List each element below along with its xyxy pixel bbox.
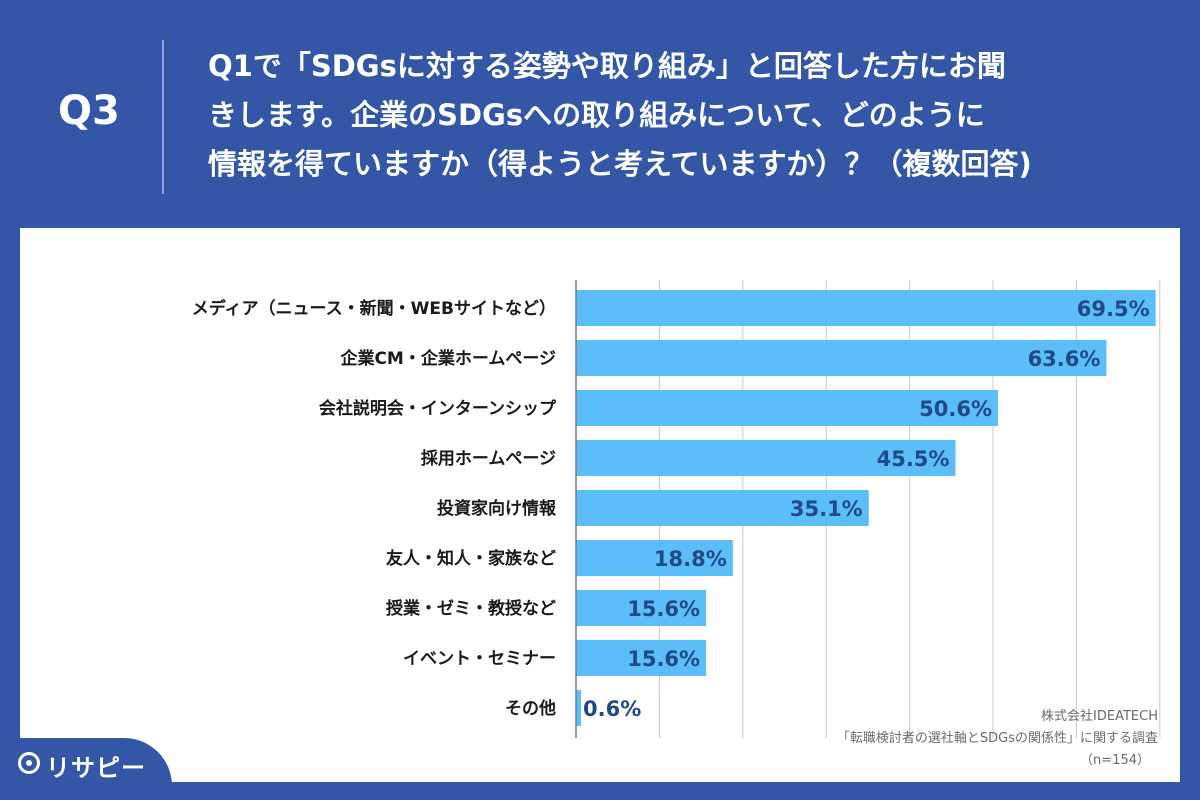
value-label: 63.6% (1028, 347, 1101, 371)
value-label: 0.6% (583, 697, 641, 721)
value-label: 50.6% (919, 397, 992, 421)
bar-chart: メディア（ニュース・新聞・WEBサイトなど） 69.5% 企業CM・企業ホームページ… (192, 280, 1161, 738)
question-text: Q1で「SDGsに対する姿勢や取り組み」と回答した方にお聞 きします。企業のSD… (208, 49, 1032, 181)
category-label: 会社説明会・インターンシップ (319, 398, 557, 419)
value-label: 35.1% (790, 497, 863, 521)
value-label: 45.5% (877, 447, 950, 471)
chart-panel: メディア（ニュース・新聞・WEBサイトなど） 69.5% 企業CM・企業ホームページ… (20, 228, 1180, 782)
category-label: 採用ホームページ (421, 448, 556, 469)
bar (576, 640, 707, 676)
value-label: 69.5% (1077, 297, 1150, 321)
category-label: 企業CM・企業ホームページ (339, 348, 556, 369)
header: Q3 Q1で「SDGsに対する姿勢や取り組み」と回答した方にお聞 きします。企業… (0, 0, 1200, 225)
source-survey: 「転職検討者の選社軸とSDGsの関係性」に関する調査 (836, 731, 1158, 746)
value-label: 15.6% (627, 647, 700, 671)
value-label: 18.8% (654, 547, 727, 571)
value-label: 15.6% (627, 597, 700, 621)
header-divider (162, 40, 164, 194)
bar (576, 490, 869, 526)
bar (576, 390, 999, 426)
category-label: その他 (505, 698, 556, 719)
source-company: 株式会社IDEATECH (1041, 709, 1158, 724)
bar (576, 440, 956, 476)
bar (576, 290, 1156, 326)
category-label: 投資家向け情報 (437, 498, 557, 519)
brand-logo: リサピー (0, 738, 172, 800)
bar (576, 590, 707, 626)
category-label: イベント・セミナー (403, 649, 556, 669)
pin-icon (18, 752, 40, 774)
source-sample-size: （n=154） (1080, 753, 1150, 768)
source-note: 株式会社IDEATECH 「転職検討者の選社軸とSDGsの関係性」に関する調査 … (658, 706, 1158, 772)
category-label: 授業・ゼミ・教授など (386, 598, 556, 619)
bar (576, 690, 582, 726)
bar (576, 340, 1107, 376)
question-number: Q3 (58, 88, 120, 134)
logo-text: リサピー (46, 754, 146, 782)
bar (576, 540, 733, 576)
category-label: 友人・知人・家族など (386, 548, 556, 569)
category-label: メディア（ニュース・新聞・WEBサイトなど） (192, 298, 556, 319)
